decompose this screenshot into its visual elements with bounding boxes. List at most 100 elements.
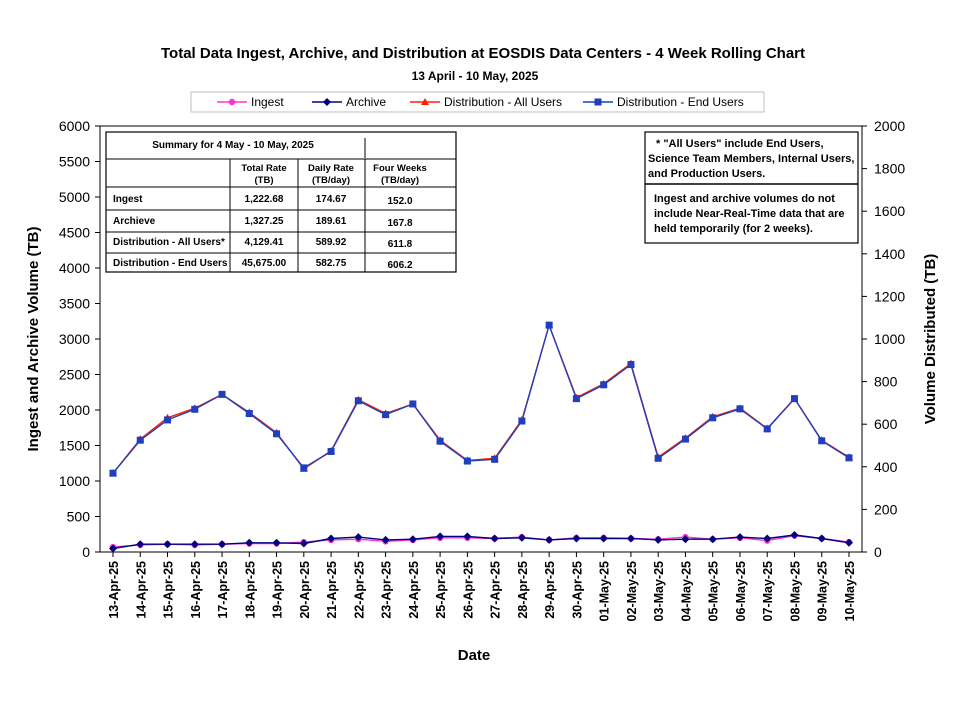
data-point [382, 411, 390, 419]
x-tick-label: 13-Apr-25 [107, 561, 121, 619]
data-point [463, 457, 471, 465]
series-distribution-end-users [109, 321, 853, 477]
y-left-tick-label: 6000 [59, 118, 90, 134]
data-point [763, 425, 771, 433]
legend-marker [594, 98, 602, 106]
summary-cell: 611.8 [388, 239, 413, 250]
data-point [818, 437, 826, 445]
data-point [136, 540, 145, 549]
series-layer [109, 321, 853, 553]
x-tick-label: 28-Apr-25 [516, 561, 530, 619]
notes: * "All Users" include End Users, Science … [644, 131, 859, 244]
data-point [327, 534, 336, 543]
summary-cell: 606.2 [387, 260, 412, 271]
y-left-tick-label: 1000 [59, 473, 90, 489]
data-point [735, 533, 744, 542]
data-point [518, 417, 526, 425]
data-point [627, 361, 635, 369]
note-line: and Production Users. [648, 168, 765, 180]
data-point [136, 436, 144, 444]
y-axis-left-title: Ingest and Archive Volume (TB) [25, 226, 42, 451]
data-point [273, 430, 281, 438]
data-point [163, 540, 172, 549]
data-point [600, 381, 608, 389]
summary-table: Summary for 4 May - 10 May, 2025 Total Ra… [105, 131, 457, 273]
data-point [300, 464, 308, 472]
x-tick-label: 03-May-25 [652, 561, 666, 621]
data-point [190, 540, 199, 549]
series-archive [109, 530, 853, 553]
data-point [545, 535, 554, 544]
y-right-tick-label: 1000 [874, 331, 905, 347]
summary-cell: 152.0 [387, 196, 412, 207]
y-left-tick-label: 3000 [59, 331, 90, 347]
data-point [517, 533, 526, 542]
summary-header: (TB/day) [381, 175, 419, 186]
x-tick-label: 18-Apr-25 [243, 561, 257, 619]
x-tick-label: 02-May-25 [625, 561, 639, 621]
y-left-tick-label: 0 [82, 544, 90, 560]
y-left-tick-label: 2500 [59, 367, 90, 383]
x-tick-label: 30-Apr-25 [570, 561, 584, 619]
summary-header: Daily Rate [308, 163, 354, 174]
summary-cell: 167.8 [387, 218, 412, 229]
y-axis-right-title: Volume Distributed (TB) [922, 254, 939, 425]
data-point [572, 534, 581, 543]
summary-row-label: Archieve [113, 216, 156, 227]
legend-marker [323, 98, 331, 106]
x-tick-label: 23-Apr-25 [380, 561, 394, 619]
data-point [626, 534, 635, 543]
chart-title: Total Data Ingest, Archive, and Distribu… [161, 45, 805, 62]
summary-row-label: Distribution - All Users* [113, 237, 225, 248]
legend-marker [421, 98, 429, 105]
y-left-tick-label: 1500 [59, 438, 90, 454]
chart-subtitle: 13 April - 10 May, 2025 [412, 69, 539, 83]
x-tick-label: 07-May-25 [761, 561, 775, 621]
legend-label: Distribution - End Users [617, 95, 744, 109]
x-tick-label: 27-Apr-25 [489, 561, 503, 619]
x-tick-label: 21-Apr-25 [325, 561, 339, 619]
summary-header: (TB) [255, 175, 274, 186]
data-point [327, 447, 335, 455]
data-point [409, 400, 417, 408]
data-point [109, 469, 117, 477]
x-tick-label: 09-May-25 [816, 561, 830, 621]
data-point [245, 538, 254, 547]
y-right-tick-label: 1200 [874, 288, 905, 304]
x-axis-title: Date [458, 647, 491, 664]
y-right-tick-label: 400 [874, 459, 898, 475]
legend-box [190, 91, 765, 113]
legend: Ingest Archive Distribution - All Users Dis… [190, 91, 765, 113]
summary-box [105, 131, 457, 273]
y-left-tick-label: 5000 [59, 189, 90, 205]
data-point [681, 535, 690, 544]
data-point [191, 405, 199, 413]
data-point [490, 534, 499, 543]
x-tick-label: 25-Apr-25 [434, 561, 448, 619]
notes-box [644, 131, 859, 244]
summary-cell: 1,327.25 [245, 216, 284, 227]
data-point [354, 533, 363, 542]
note-line: include Near-Real-Time data that are [654, 208, 845, 220]
y-left-tick-label: 4500 [59, 225, 90, 241]
data-point [218, 390, 226, 398]
data-point [736, 405, 744, 413]
data-point [572, 395, 580, 403]
summary-header: (TB/day) [312, 175, 350, 186]
data-point [109, 544, 117, 553]
y-right-tick-label: 200 [874, 501, 898, 517]
y-left-tick-label: 2000 [59, 402, 90, 418]
data-point [354, 397, 362, 405]
summary-cell: 45,675.00 [242, 258, 287, 269]
data-point [681, 435, 689, 443]
x-axis: 13-Apr-25 14-Apr-25 15-Apr-25 16-Apr-25 17-A… [107, 552, 857, 621]
summary-cell: 1,222.68 [245, 194, 284, 205]
summary-header: Total Rate [241, 163, 286, 174]
legend-label: Archive [346, 95, 386, 109]
data-point [654, 535, 663, 544]
data-point [381, 535, 390, 544]
data-point [599, 534, 608, 543]
x-tick-label: 17-Apr-25 [216, 561, 230, 619]
x-tick-label: 01-May-25 [598, 561, 612, 621]
